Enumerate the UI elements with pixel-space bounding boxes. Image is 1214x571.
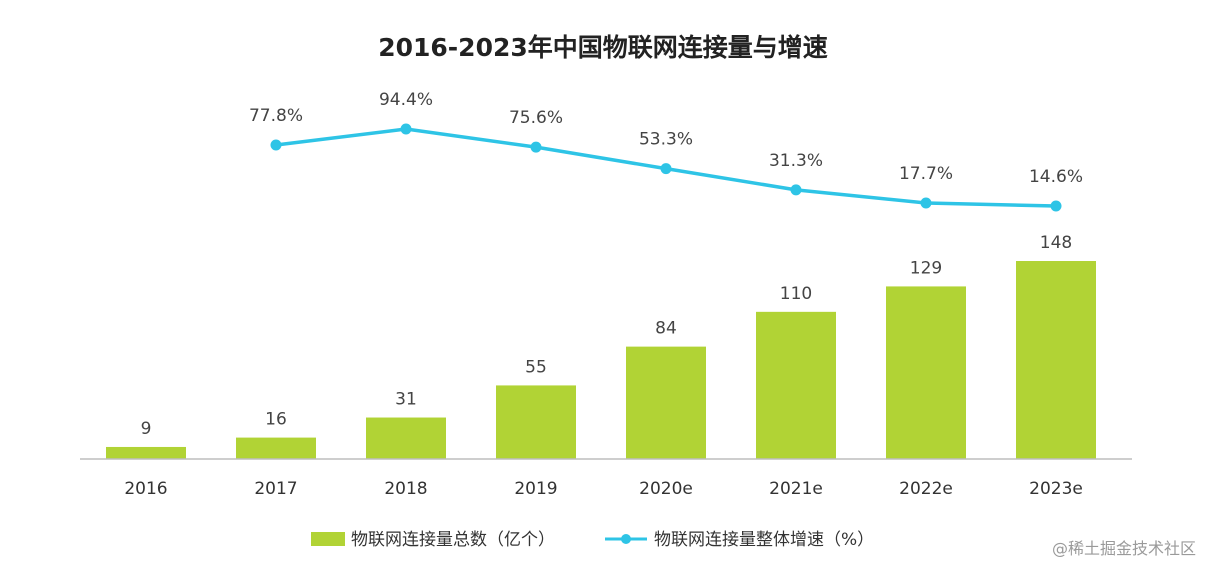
bar-series: 9 16 31 55 84 110 129 148 xyxy=(106,233,1096,459)
bar-label-2021e: 110 xyxy=(780,284,812,304)
legend-line-label: 物联网连接量整体增速（%） xyxy=(654,530,874,550)
bar-label-2019: 55 xyxy=(525,357,547,377)
watermark-text: @稀土掘金技术社区 xyxy=(1052,539,1196,558)
growth-label-2020e: 53.3% xyxy=(639,130,693,150)
growth-label-2022e: 17.7% xyxy=(899,164,953,184)
x-tick-2021e: 2021e xyxy=(769,479,823,499)
legend-bar-label: 物联网连接量总数（亿个） xyxy=(351,530,555,550)
bar-2016 xyxy=(106,446,186,459)
legend: 物联网连接量总数（亿个） 物联网连接量整体增速（%） xyxy=(311,530,874,550)
legend-line-marker xyxy=(621,534,631,544)
growth-point-2018 xyxy=(400,123,412,135)
growth-point-2022e xyxy=(920,197,932,209)
growth-label-2019: 75.6% xyxy=(509,108,563,128)
bar-label-2020e: 84 xyxy=(655,319,677,339)
growth-label-2021e: 31.3% xyxy=(769,151,823,171)
growth-point-2019 xyxy=(530,141,542,153)
growth-label-2023e: 14.6% xyxy=(1029,167,1083,187)
x-tick-2018: 2018 xyxy=(384,479,427,499)
growth-label-2018: 94.4% xyxy=(379,90,433,110)
growth-point-2020e xyxy=(660,163,672,175)
bar-label-2017: 16 xyxy=(265,410,287,430)
x-tick-2019: 2019 xyxy=(514,479,557,499)
legend-bar-swatch xyxy=(311,532,345,546)
bar-label-2022e: 129 xyxy=(910,258,942,278)
x-tick-2020e: 2020e xyxy=(639,479,693,499)
bar-label-2023e: 148 xyxy=(1040,233,1072,253)
bar-2022e xyxy=(886,286,966,459)
x-tick-2023e: 2023e xyxy=(1029,479,1083,499)
growth-point-2021e xyxy=(790,184,802,196)
bar-2018 xyxy=(366,417,446,459)
x-axis-ticks: 2016 2017 2018 2019 2020e 2021e 2022e 2023e xyxy=(124,479,1083,499)
bar-2021e xyxy=(756,311,836,459)
bar-2017 xyxy=(236,437,316,459)
chart-title: 2016-2023年中国物联网连接量与增速 xyxy=(378,33,828,62)
x-tick-2022e: 2022e xyxy=(899,479,953,499)
line-series: 77.8% 94.4% 75.6% 53.3% 31.3% 17.7% 14.6% xyxy=(249,90,1083,212)
bar-label-2018: 31 xyxy=(395,390,417,410)
bar-2023e xyxy=(1016,261,1096,459)
x-tick-2017: 2017 xyxy=(254,479,297,499)
growth-point-2017 xyxy=(270,139,282,151)
bar-2019 xyxy=(496,385,576,459)
bar-2020e xyxy=(626,346,706,459)
x-tick-2016: 2016 xyxy=(124,479,167,499)
growth-label-2017: 77.8% xyxy=(249,106,303,126)
growth-point-2023e xyxy=(1050,200,1062,212)
bar-label-2016: 9 xyxy=(141,419,152,439)
